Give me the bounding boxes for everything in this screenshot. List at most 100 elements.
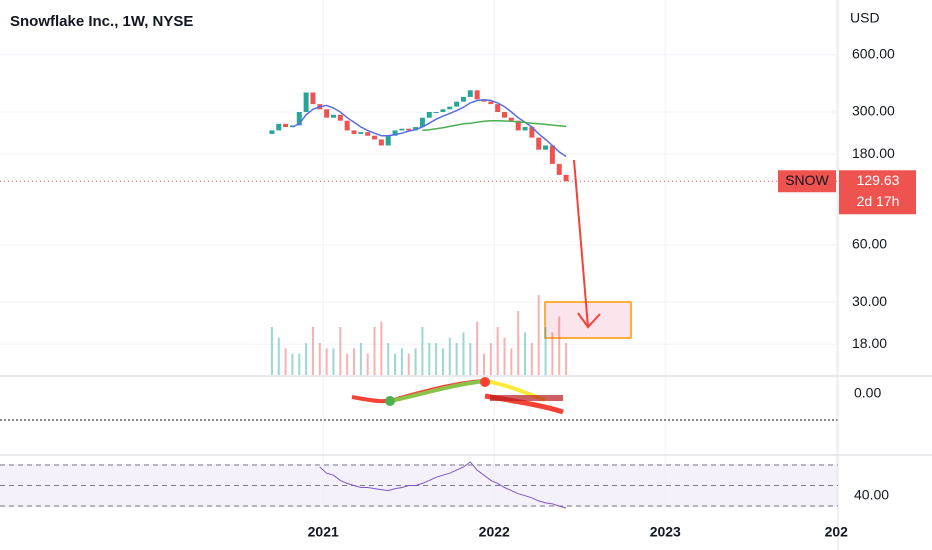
candle-body [515, 120, 521, 131]
candle-body [351, 130, 357, 134]
volume-bar [503, 337, 506, 375]
x-tick-label: 2023 [650, 524, 681, 540]
volume-bar [332, 348, 335, 375]
volume-bar [394, 353, 397, 375]
candle-body [392, 130, 398, 136]
y-tick-label: 60.00 [852, 236, 887, 252]
candle-body [488, 101, 494, 105]
candle-body [529, 127, 535, 138]
candle-body [474, 90, 480, 100]
price-tag [839, 170, 916, 215]
candle-body [481, 99, 487, 102]
candle-body [385, 135, 391, 146]
candle-body [536, 137, 542, 150]
volume-bar [318, 343, 321, 375]
volume-bar [346, 353, 349, 375]
x-tick-label: 2021 [308, 524, 339, 540]
candle-body [543, 145, 549, 150]
volume-bar [496, 327, 499, 375]
candle-body [303, 92, 309, 112]
volume-bar [551, 332, 554, 375]
y-tick-label: 0.00 [854, 385, 881, 401]
volume-bar [407, 353, 410, 375]
volume-bar [435, 343, 438, 375]
volume-bar [298, 353, 301, 375]
volume-bar [530, 343, 533, 375]
symbol-label: SNOW [785, 172, 829, 188]
volume-bar [414, 348, 417, 375]
volume-bar [270, 327, 273, 375]
candle-body [522, 127, 528, 131]
candle-body [330, 114, 336, 118]
candle-body [556, 163, 562, 175]
volume-bar [469, 343, 472, 375]
candle-body [269, 130, 275, 134]
candle-body [563, 174, 569, 182]
volume-bar [284, 348, 287, 375]
oscillator-histogram [490, 395, 563, 401]
volume-bar [565, 343, 568, 375]
volume-bar [544, 327, 547, 375]
volume-bar [291, 353, 294, 375]
candle-body [502, 111, 508, 118]
volume-bar [462, 332, 465, 375]
volume-bar [482, 353, 485, 375]
candle-body [460, 96, 466, 102]
candle-body [413, 127, 419, 131]
volume-bar [524, 332, 527, 375]
candle-body [467, 90, 473, 97]
annotation-arrowhead [577, 312, 601, 329]
candle-body [344, 120, 350, 131]
volume-bar [353, 348, 356, 375]
volume-bar [421, 327, 424, 375]
candle-body [283, 123, 289, 128]
signal-dot [480, 377, 490, 387]
candle-body [447, 106, 453, 110]
candle-body [440, 109, 446, 112]
volume-bar [517, 311, 520, 375]
candle-body [372, 135, 378, 140]
volume-bar [366, 353, 369, 375]
candle-body [337, 114, 343, 121]
candle-body [276, 123, 282, 131]
candle-body [508, 117, 514, 121]
candle-body [399, 128, 405, 131]
chart-title: Snowflake Inc., 1W, NYSE [10, 13, 193, 30]
y-tick-label: 18.00 [852, 335, 887, 351]
countdown-label: 2d 17h [857, 193, 900, 209]
volume-bar [537, 295, 540, 375]
moving-average [292, 98, 567, 158]
candle-body [419, 117, 425, 128]
volume-bar [380, 321, 383, 375]
candle-body [310, 92, 316, 105]
oscillator-line [389, 379, 486, 403]
y-tick-label: 40.00 [854, 486, 889, 502]
y-tick-label: 180.00 [852, 145, 895, 161]
volume-bar [441, 348, 444, 375]
y-tick-label: 30.00 [852, 293, 887, 309]
oscillator [351, 377, 564, 415]
y-tick-label: 300.00 [852, 103, 895, 119]
volume-bar [455, 343, 458, 375]
volume-bar [400, 348, 403, 375]
volume-bar [311, 327, 314, 375]
candle-body [296, 111, 302, 126]
volume-bar [305, 343, 308, 375]
grid [0, 0, 838, 510]
candle-body [406, 128, 412, 131]
x-tick-label: 2022 [479, 524, 510, 540]
volume-bar [359, 343, 362, 375]
candle-body [378, 139, 384, 146]
candle-body [358, 132, 364, 134]
candle-body [426, 111, 432, 118]
candle-body [324, 109, 330, 118]
moving-average [422, 119, 567, 132]
volume-bar [558, 316, 561, 375]
x-tick-label: 202 [825, 524, 849, 540]
rsi-line [319, 461, 567, 509]
candle-body [365, 132, 371, 136]
volume-bar [277, 337, 280, 375]
candle-body [495, 104, 501, 112]
currency-label: USD [850, 10, 880, 26]
